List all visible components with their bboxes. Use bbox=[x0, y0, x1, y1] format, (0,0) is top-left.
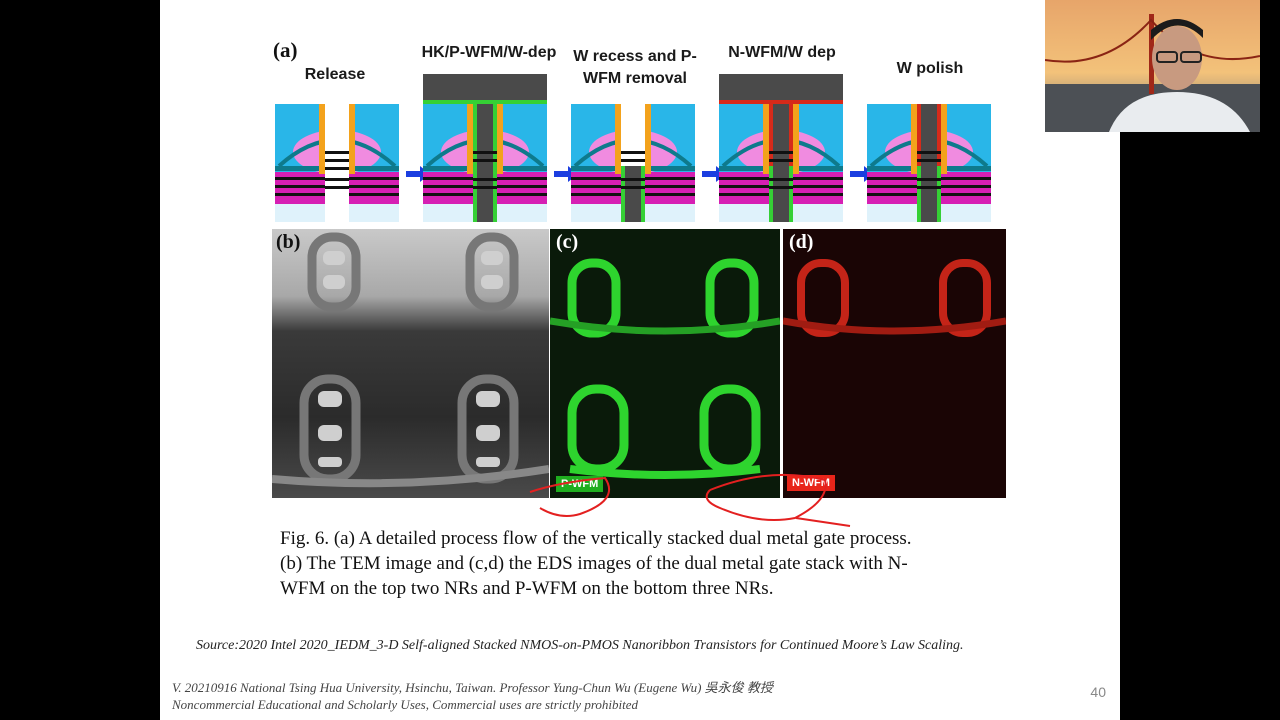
panel-b-label: (b) bbox=[276, 231, 301, 253]
page-number: 40 bbox=[1090, 684, 1106, 700]
source-citation: Source:2020 Intel 2020_IEDM_3-D Self-ali… bbox=[196, 638, 964, 653]
slide: (a) Release HK/P-WFM/W-dep W recess and … bbox=[160, 0, 1120, 720]
eds-image-nwfm: (d) N-WFM bbox=[783, 229, 1006, 498]
footer-line-1: V. 20210916 National Tsing Hua Universit… bbox=[172, 680, 773, 695]
figure-caption: Fig. 6. (a) A detailed process flow of t… bbox=[280, 526, 1000, 601]
tem-image: (b) bbox=[272, 229, 549, 498]
step-title-w-polish: W polish bbox=[896, 60, 964, 77]
webcam-feed bbox=[1045, 0, 1260, 132]
step-title-w-recess: W recess and P-WFM removal bbox=[573, 48, 697, 87]
eds-image-pwfm: (c) P-WFM bbox=[550, 229, 780, 498]
footer-line-2: Noncommercial Educational and Scholarly … bbox=[172, 697, 639, 712]
step-title-nwfm-wdep: N-WFM/W dep bbox=[728, 44, 836, 61]
step-1-structure bbox=[273, 102, 401, 224]
panel-a-label: (a) bbox=[273, 38, 298, 62]
step-4-structure bbox=[717, 74, 845, 224]
step-5-structure bbox=[865, 102, 993, 224]
panel-d-label: (d) bbox=[789, 231, 814, 253]
panel-c-label: (c) bbox=[556, 231, 579, 253]
step-title-release: Release bbox=[304, 66, 366, 83]
step-2-structure bbox=[421, 74, 549, 224]
caption-line-2: (b) The TEM image and (c,d) the EDS imag… bbox=[280, 553, 908, 574]
process-flow-diagram bbox=[273, 74, 993, 224]
caption-line-3: WFM on the top two NRs and P-WFM on the … bbox=[280, 578, 774, 599]
step-title-hk-pwfm-wdep: HK/P-WFM/W-dep bbox=[421, 44, 557, 61]
footer: V. 20210916 National Tsing Hua Universit… bbox=[172, 679, 773, 713]
caption-line-1: Fig. 6. (a) A detailed process flow of t… bbox=[280, 528, 912, 549]
step-3-structure bbox=[569, 102, 697, 224]
pen-annotation bbox=[529, 473, 851, 527]
